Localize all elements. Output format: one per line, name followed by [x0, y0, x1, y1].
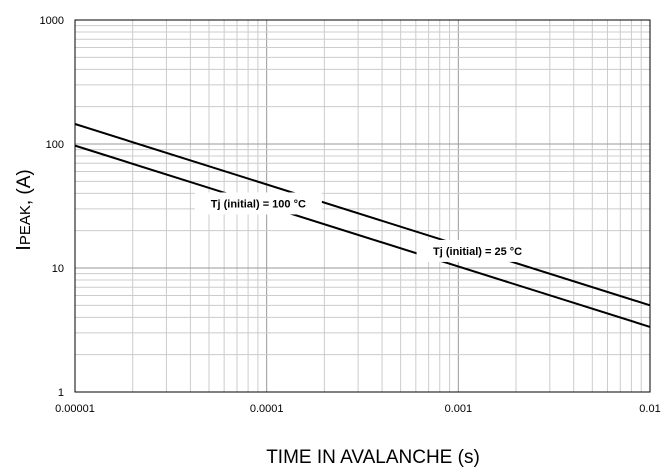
y-tick-label: 10 [52, 263, 64, 275]
y-tick-label: 1000 [40, 15, 64, 27]
series-line-2 [74, 144, 651, 328]
series-annotation-2: Tj (initial) = 100 °C [211, 198, 306, 210]
x-axis-label: TIME IN AVALANCHE (s) [266, 447, 480, 468]
annotation-background [416, 239, 539, 262]
x-tick-label: 0.00001 [55, 403, 95, 415]
x-tick-labels: 0.00001 0.0001 0.001 0.01 [55, 403, 661, 415]
grid [75, 20, 650, 392]
plot-frame [74, 19, 651, 393]
y-tick-labels: 1 10 100 1000 [40, 15, 64, 399]
x-tick-label: 0.0001 [250, 403, 284, 415]
series-line-1 [74, 123, 651, 307]
series-annotation-1: Tj (initial) = 25 °C [433, 246, 522, 258]
annotations: Tj (initial) = 25 °C Tj (initial) = 100 °… [194, 192, 539, 262]
x-tick-label: 0.01 [639, 403, 660, 415]
y-axis-label: IPEAK, (A) [13, 169, 35, 250]
annotation-background [194, 192, 322, 215]
y-tick-label: 100 [46, 139, 64, 151]
y-tick-label: 1 [58, 387, 64, 399]
x-tick-label: 0.001 [445, 403, 473, 415]
series-layer [74, 123, 651, 328]
